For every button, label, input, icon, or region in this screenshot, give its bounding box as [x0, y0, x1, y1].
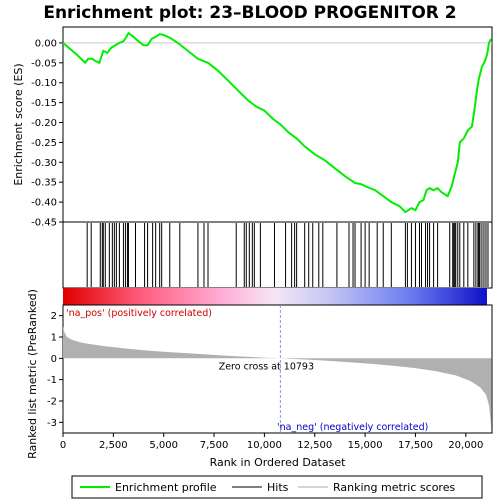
hits-panel: [62, 221, 493, 289]
legend-label-hits: Hits: [267, 481, 289, 494]
metric-panel: 2 1 0 -1 -2 -3 0 2,500 5,000 7,500 10,000 12,500 15…: [26, 289, 493, 469]
metric-y-tick-label: -3: [47, 418, 57, 429]
chart-title: Enrichment plot: 23–BLOOD PROGENITOR 2: [43, 3, 456, 23]
metric-panel-frame: [62, 304, 493, 434]
legend-label-enrichment: Enrichment profile: [115, 481, 217, 494]
es-y-tick-label: -0.35: [31, 178, 57, 189]
legend: Enrichment profile Hits Ranking metric s…: [71, 475, 483, 499]
rank-color-bar: [63, 288, 487, 305]
es-y-tick-label: -0.20: [31, 118, 57, 129]
es-y-ticks: 0.00 -0.05 -0.10 -0.15 -0.20 -0.25 -0.30 -0.35 -…: [31, 38, 63, 229]
x-tick-label: 10,000: [247, 440, 282, 451]
color-bar-gradient: [63, 288, 487, 305]
es-y-tick-label: -0.25: [31, 138, 57, 149]
metric-y-axis-label: Ranked list metric (PreRanked): [26, 289, 39, 459]
x-ticks: 0 2,500 5,000 7,500 10,000 12,500 15,000 17,500…: [60, 433, 483, 451]
negative-correlation-label: 'na_neg' (negatively correlated): [277, 422, 428, 433]
es-y-axis-label: Enrichment score (ES): [12, 63, 25, 185]
metric-y-ticks: 2 1 0 -1 -2 -3: [47, 311, 63, 429]
es-y-tick-label: -0.30: [31, 158, 57, 169]
positive-correlation-label: 'na_pos' (positively correlated): [66, 308, 212, 319]
metric-y-tick-label: -2: [47, 397, 57, 408]
x-tick-label: 7,500: [200, 440, 229, 451]
es-y-tick-label: 0.00: [35, 38, 57, 49]
x-tick-label: 2,500: [99, 440, 128, 451]
enrichment-profile-line: [62, 31, 492, 214]
x-tick-label: 20,000: [448, 440, 483, 451]
es-y-tick-label: -0.45: [31, 218, 57, 229]
es-y-tick-label: -0.10: [31, 78, 57, 89]
es-y-tick-label: -0.05: [31, 58, 57, 69]
legend-label-metric: Ranking metric scores: [333, 481, 455, 494]
es-panel: 0.00 -0.05 -0.10 -0.15 -0.20 -0.25 -0.30 -0.35 -…: [12, 26, 493, 229]
legend-box: [71, 475, 483, 499]
x-axis-label: Rank in Ordered Dataset: [210, 456, 347, 469]
metric-y-tick-label: 1: [51, 333, 57, 344]
metric-y-tick-label: 2: [51, 311, 57, 322]
hits-panel-frame: [62, 221, 493, 289]
es-y-tick-label: -0.40: [31, 198, 57, 209]
es-panel-frame: [62, 26, 493, 223]
x-tick-label: 5,000: [149, 440, 178, 451]
metric-y-tick-label: -1: [47, 375, 57, 386]
x-tick-label: 15,000: [348, 440, 383, 451]
metric-y-tick-label: 0: [51, 354, 57, 365]
hit-marks: [86, 223, 489, 287]
x-tick-label: 12,500: [297, 440, 332, 451]
x-tick-label: 17,500: [398, 440, 433, 451]
es-y-tick-label: -0.15: [31, 98, 57, 109]
x-tick-label: 0: [60, 440, 66, 451]
zero-cross-label: Zero cross at 10793: [219, 361, 314, 372]
